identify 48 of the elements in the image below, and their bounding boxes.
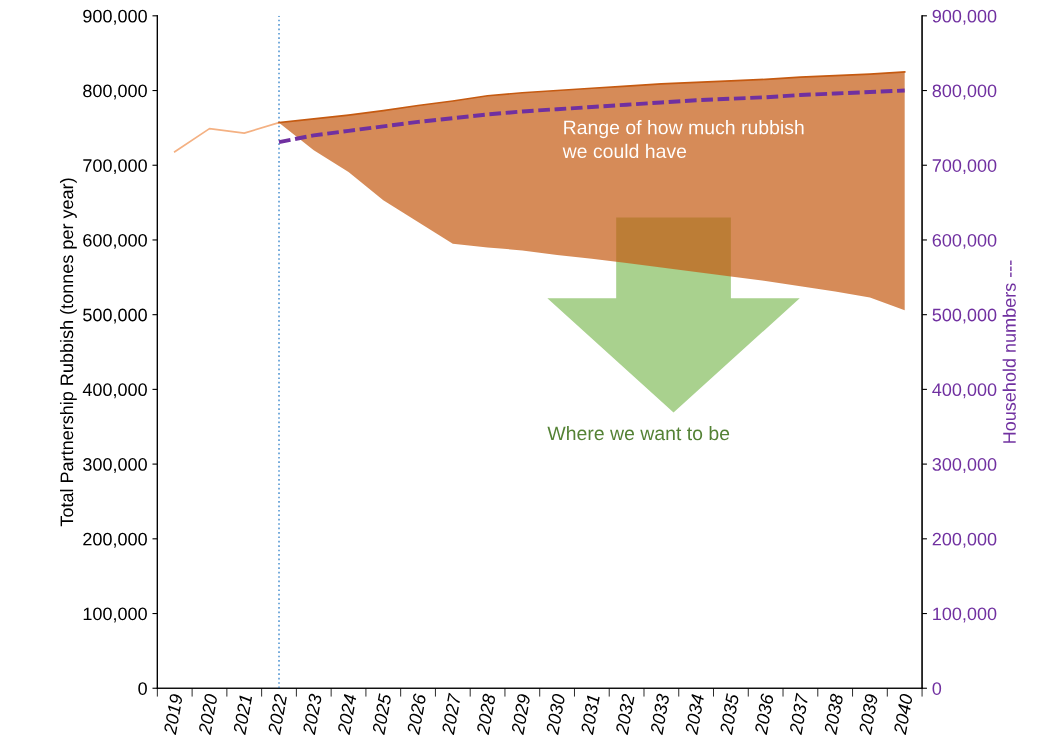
x-tick-label: 2039 bbox=[858, 693, 879, 736]
y-tick-label: 500,000 bbox=[83, 308, 147, 324]
y2-tick-label: 0 bbox=[932, 682, 942, 695]
x-tick-label: 2026 bbox=[406, 693, 427, 736]
y-tick-label: 400,000 bbox=[82, 383, 147, 399]
x-tick-label: 2029 bbox=[511, 693, 531, 736]
y2-tick-label: 500,000 bbox=[932, 308, 997, 324]
y2-tick-label: 200,000 bbox=[932, 532, 997, 548]
x-tick-label: 2032 bbox=[615, 693, 635, 736]
x-tick-label: 2019 bbox=[163, 693, 183, 736]
x-tick-label: 2027 bbox=[441, 692, 462, 736]
x-tick-label: 2028 bbox=[476, 693, 496, 736]
y-tick-label: 700,000 bbox=[83, 159, 147, 175]
y-tick-label: 100,000 bbox=[83, 607, 147, 623]
y-axis-title: Total Partnership Rubbish (tonnes per year) bbox=[59, 178, 77, 527]
x-tick-label: 2023 bbox=[302, 693, 322, 736]
x-tick-label: 2030 bbox=[545, 693, 566, 736]
y2-tick-label: 600,000 bbox=[932, 233, 997, 249]
y2-tick-label: 400,000 bbox=[932, 383, 997, 399]
y2-tick-label: 100,000 bbox=[933, 607, 997, 623]
y-tick-label: 300,000 bbox=[83, 458, 147, 473]
x-tick-label: 2033 bbox=[650, 693, 670, 736]
x-tick-label: 2037 bbox=[789, 692, 809, 736]
x-tick-label: 2035 bbox=[719, 693, 740, 736]
y-tick-label: 800,000 bbox=[83, 84, 147, 100]
y-tick-label: 900,000 bbox=[83, 9, 147, 25]
y2-tick-label: 300,000 bbox=[932, 458, 997, 473]
line-series bbox=[173, 121, 280, 153]
x-tick-label: 2020 bbox=[198, 693, 218, 736]
annotation: Range of how much rubbish we could have bbox=[562, 120, 804, 159]
x-tick-label: 2022 bbox=[267, 693, 288, 736]
x-tick-label: 2024 bbox=[337, 693, 357, 736]
x-tick-label: 2038 bbox=[823, 693, 844, 736]
y2-tick-label: 800,000 bbox=[932, 84, 997, 100]
x-tick-label: 2031 bbox=[580, 694, 600, 736]
x-tick-label: 2025 bbox=[371, 693, 392, 736]
y2-tick-label: 700,000 bbox=[932, 159, 997, 175]
annotation: Where we want to be bbox=[547, 425, 730, 441]
y2-axis-title: Household numbers --- bbox=[1002, 260, 1016, 443]
x-tick-label: 2036 bbox=[754, 693, 774, 736]
x-tick-label: 2034 bbox=[684, 693, 705, 736]
line-series bbox=[277, 88, 907, 145]
x-tick-label: 2021 bbox=[232, 694, 253, 736]
y2-tick-label: 900,000 bbox=[932, 9, 997, 25]
y-tick-label: 0 bbox=[138, 682, 147, 695]
y-tick-label: 600,000 bbox=[83, 233, 147, 249]
y-tick-label: 200,000 bbox=[83, 532, 147, 548]
x-tick-label: 2040 bbox=[893, 693, 913, 736]
